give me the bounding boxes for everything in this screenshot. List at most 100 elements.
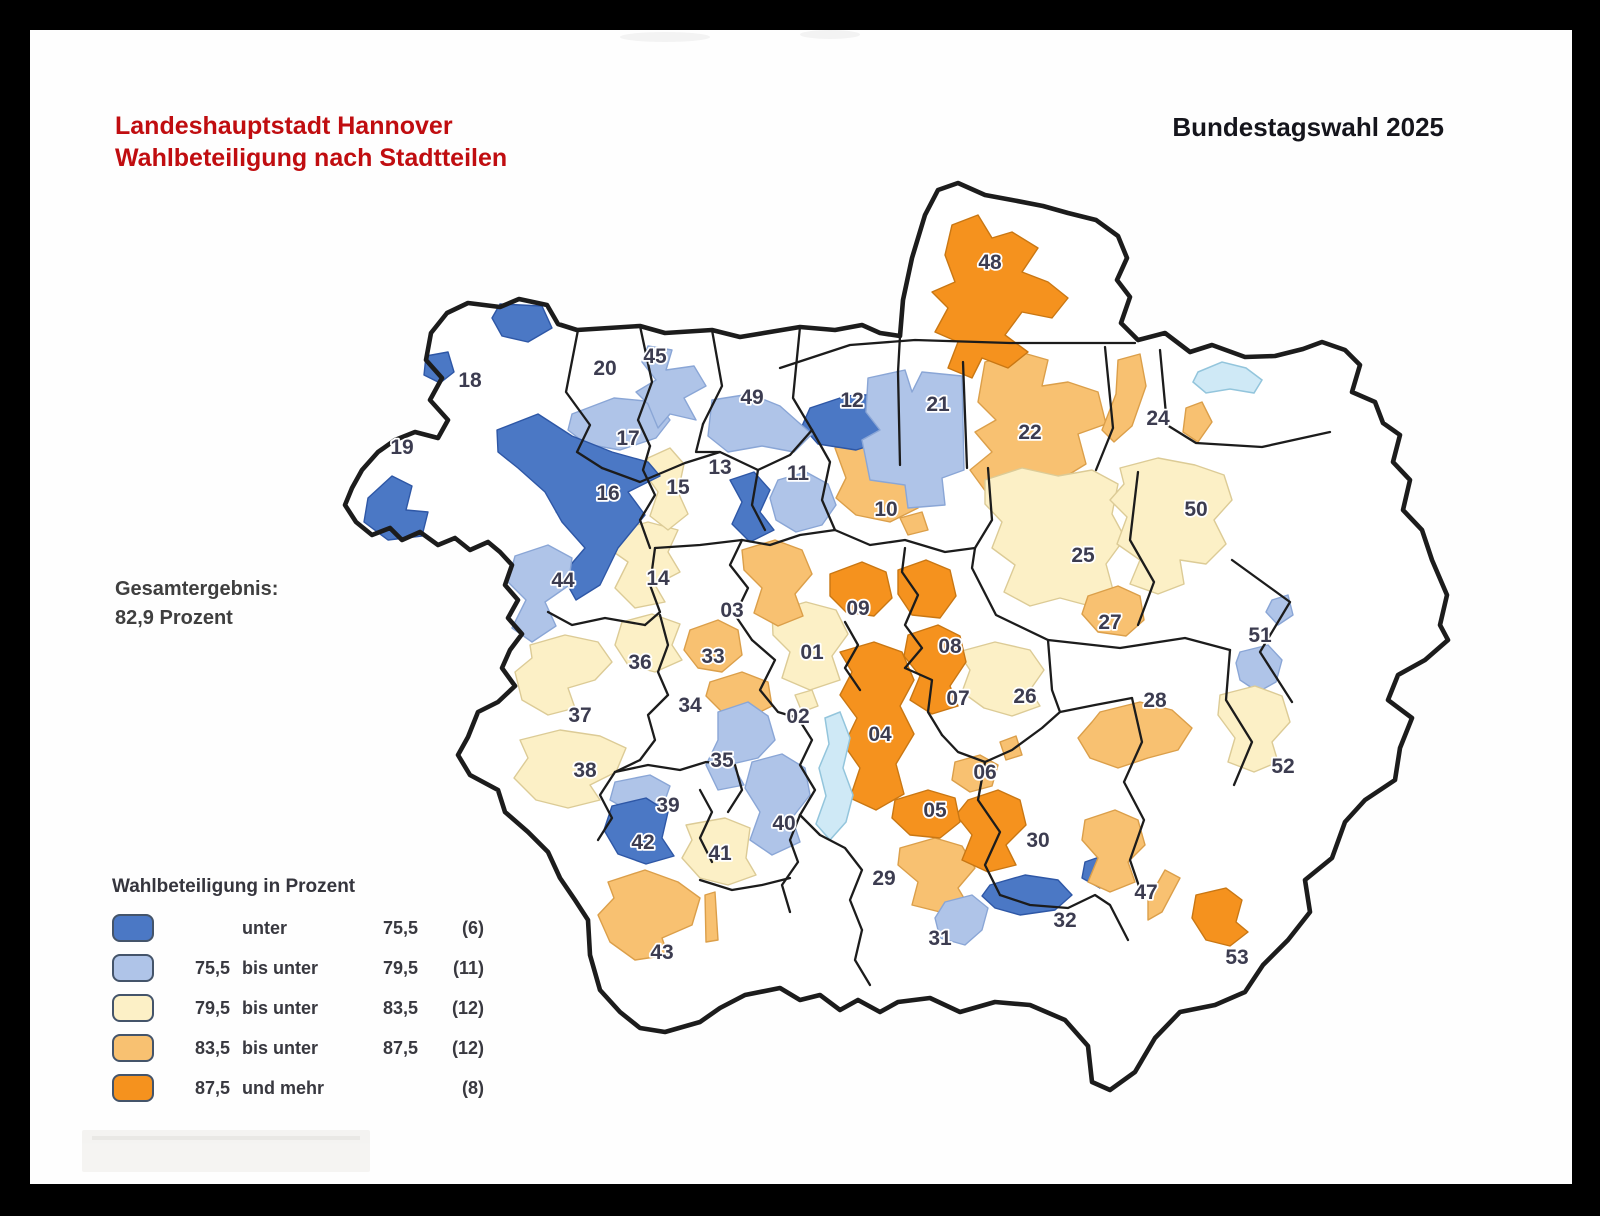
- district-label-52: 52: [1271, 755, 1294, 778]
- district-label-27: 27: [1098, 611, 1121, 634]
- district-label-10: 10: [874, 498, 897, 521]
- district-label-34: 34: [678, 694, 702, 717]
- district-boundary-line: [750, 638, 800, 720]
- district-blob-52: [1217, 685, 1291, 773]
- district-boundary-line: [726, 763, 744, 814]
- district-label-43: 43: [650, 941, 673, 964]
- district-label-50: 50: [1184, 498, 1207, 521]
- legend-count: (12): [451, 997, 484, 1018]
- district-label-11: 11: [787, 462, 810, 485]
- legend-swatch-c5: [112, 1074, 154, 1102]
- district-boundary-line: [976, 760, 1002, 897]
- district-label-44: 44: [551, 569, 575, 592]
- legend-swatch-c3: [112, 994, 154, 1022]
- district-label-04: 04: [868, 723, 892, 746]
- district-label-31: 31: [928, 927, 952, 950]
- district-boundary-line: [653, 528, 837, 550]
- page-title-line1: Landeshauptstadt Hannover: [115, 112, 453, 140]
- city-boundary: [342, 180, 1451, 1093]
- district-label-16: 16: [596, 482, 619, 505]
- district-boundary-line: [780, 813, 802, 914]
- district-boundary-line: [1224, 648, 1254, 787]
- lakes: [815, 361, 1263, 842]
- legend-title: Wahlbeteiligung in Prozent: [112, 876, 356, 897]
- scan-smudge: [800, 30, 860, 39]
- district-boundary-line: [613, 760, 737, 774]
- district-label-09: 09: [846, 597, 869, 620]
- district-label-47: 47: [1134, 881, 1157, 904]
- district-blob-51: [1265, 594, 1294, 626]
- district-label-03: 03: [720, 599, 743, 622]
- district-boundary-line: [596, 770, 617, 842]
- district-blob-44: [507, 544, 573, 643]
- district-label-06: 06: [973, 761, 996, 784]
- district-label-12: 12: [840, 389, 863, 412]
- district-blob-32: [981, 874, 1073, 916]
- district-label-01: 01: [800, 641, 824, 664]
- district-boundary-line: [728, 538, 754, 642]
- district-blob-43: [597, 869, 701, 961]
- district-label-45: 45: [643, 345, 667, 368]
- district-label-13: 13: [708, 456, 731, 479]
- legend-from: 79,5: [194, 997, 230, 1018]
- district-label-20: 20: [593, 357, 616, 380]
- legend-to: 79,5: [382, 957, 418, 978]
- district-blob-08: [897, 559, 957, 619]
- district-label-26: 26: [1013, 685, 1036, 708]
- district-label-02: 02: [786, 705, 809, 728]
- legend-from: 75,5: [194, 957, 230, 978]
- district-blob-37: [514, 634, 613, 716]
- district-label-30: 30: [1026, 829, 1049, 852]
- district-boundary-line: [1230, 558, 1294, 704]
- district-label-33: 33: [701, 645, 724, 668]
- legend-to: 83,5: [382, 997, 418, 1018]
- district-boundary-line: [903, 666, 944, 737]
- district-boundary-line: [900, 546, 924, 670]
- district-blob-10: [899, 511, 929, 536]
- district-label-40: 40: [772, 812, 795, 835]
- district-blob-43: [704, 891, 719, 943]
- district-blob-45: [707, 393, 813, 453]
- district-label-24: 24: [1146, 407, 1170, 430]
- district-blob-48: [931, 214, 1069, 379]
- district-blob-28: [1077, 701, 1193, 769]
- district-label-08: 08: [938, 635, 962, 658]
- district-label-21: 21: [926, 393, 950, 416]
- district-blob-24: [1182, 401, 1213, 443]
- district-boundary-line: [1058, 696, 1134, 714]
- district-label-19: 19: [390, 436, 413, 459]
- district-boundary-line: [778, 338, 1137, 370]
- district-blob-18: [496, 413, 661, 601]
- district-label-49: 49: [740, 386, 763, 409]
- district-blob-17: [567, 397, 671, 451]
- district-boundary-line: [798, 813, 864, 932]
- district-label-22: 22: [1018, 421, 1041, 444]
- district-boundary-line: [546, 610, 647, 627]
- district-label-15: 15: [666, 476, 690, 499]
- district-blob-07: [903, 624, 967, 715]
- district-boundary-line: [961, 360, 969, 470]
- scan-artifact: [82, 1130, 370, 1172]
- district-blob-47: [1147, 869, 1181, 921]
- district-blob-19: [363, 475, 429, 541]
- district-label-53: 53: [1225, 946, 1248, 969]
- overall-result-value: 82,9 Prozent: [115, 607, 233, 629]
- district-blob-42: [603, 797, 675, 865]
- district-label-51: 51: [1248, 624, 1272, 647]
- district-label-29: 29: [872, 867, 895, 890]
- district-boundary-line: [636, 324, 654, 448]
- legend-swatch-c2: [112, 954, 154, 982]
- district-boundary-line: [564, 328, 604, 470]
- district-boundary-line: [694, 422, 722, 454]
- district-boundary-line: [698, 876, 792, 892]
- district-boundary-line: [1046, 636, 1232, 652]
- district-blob-26: [957, 641, 1045, 717]
- district-blob-21: [861, 369, 965, 509]
- legend-range-text: bis unter: [242, 997, 319, 1018]
- election-title: Bundestagswahl 2025: [1172, 112, 1444, 142]
- legend-range-text: unter: [242, 917, 287, 938]
- district-blob-02: [794, 689, 819, 713]
- overall-result-label: Gesamtergebnis:: [115, 578, 279, 600]
- district-blob-05: [891, 789, 961, 839]
